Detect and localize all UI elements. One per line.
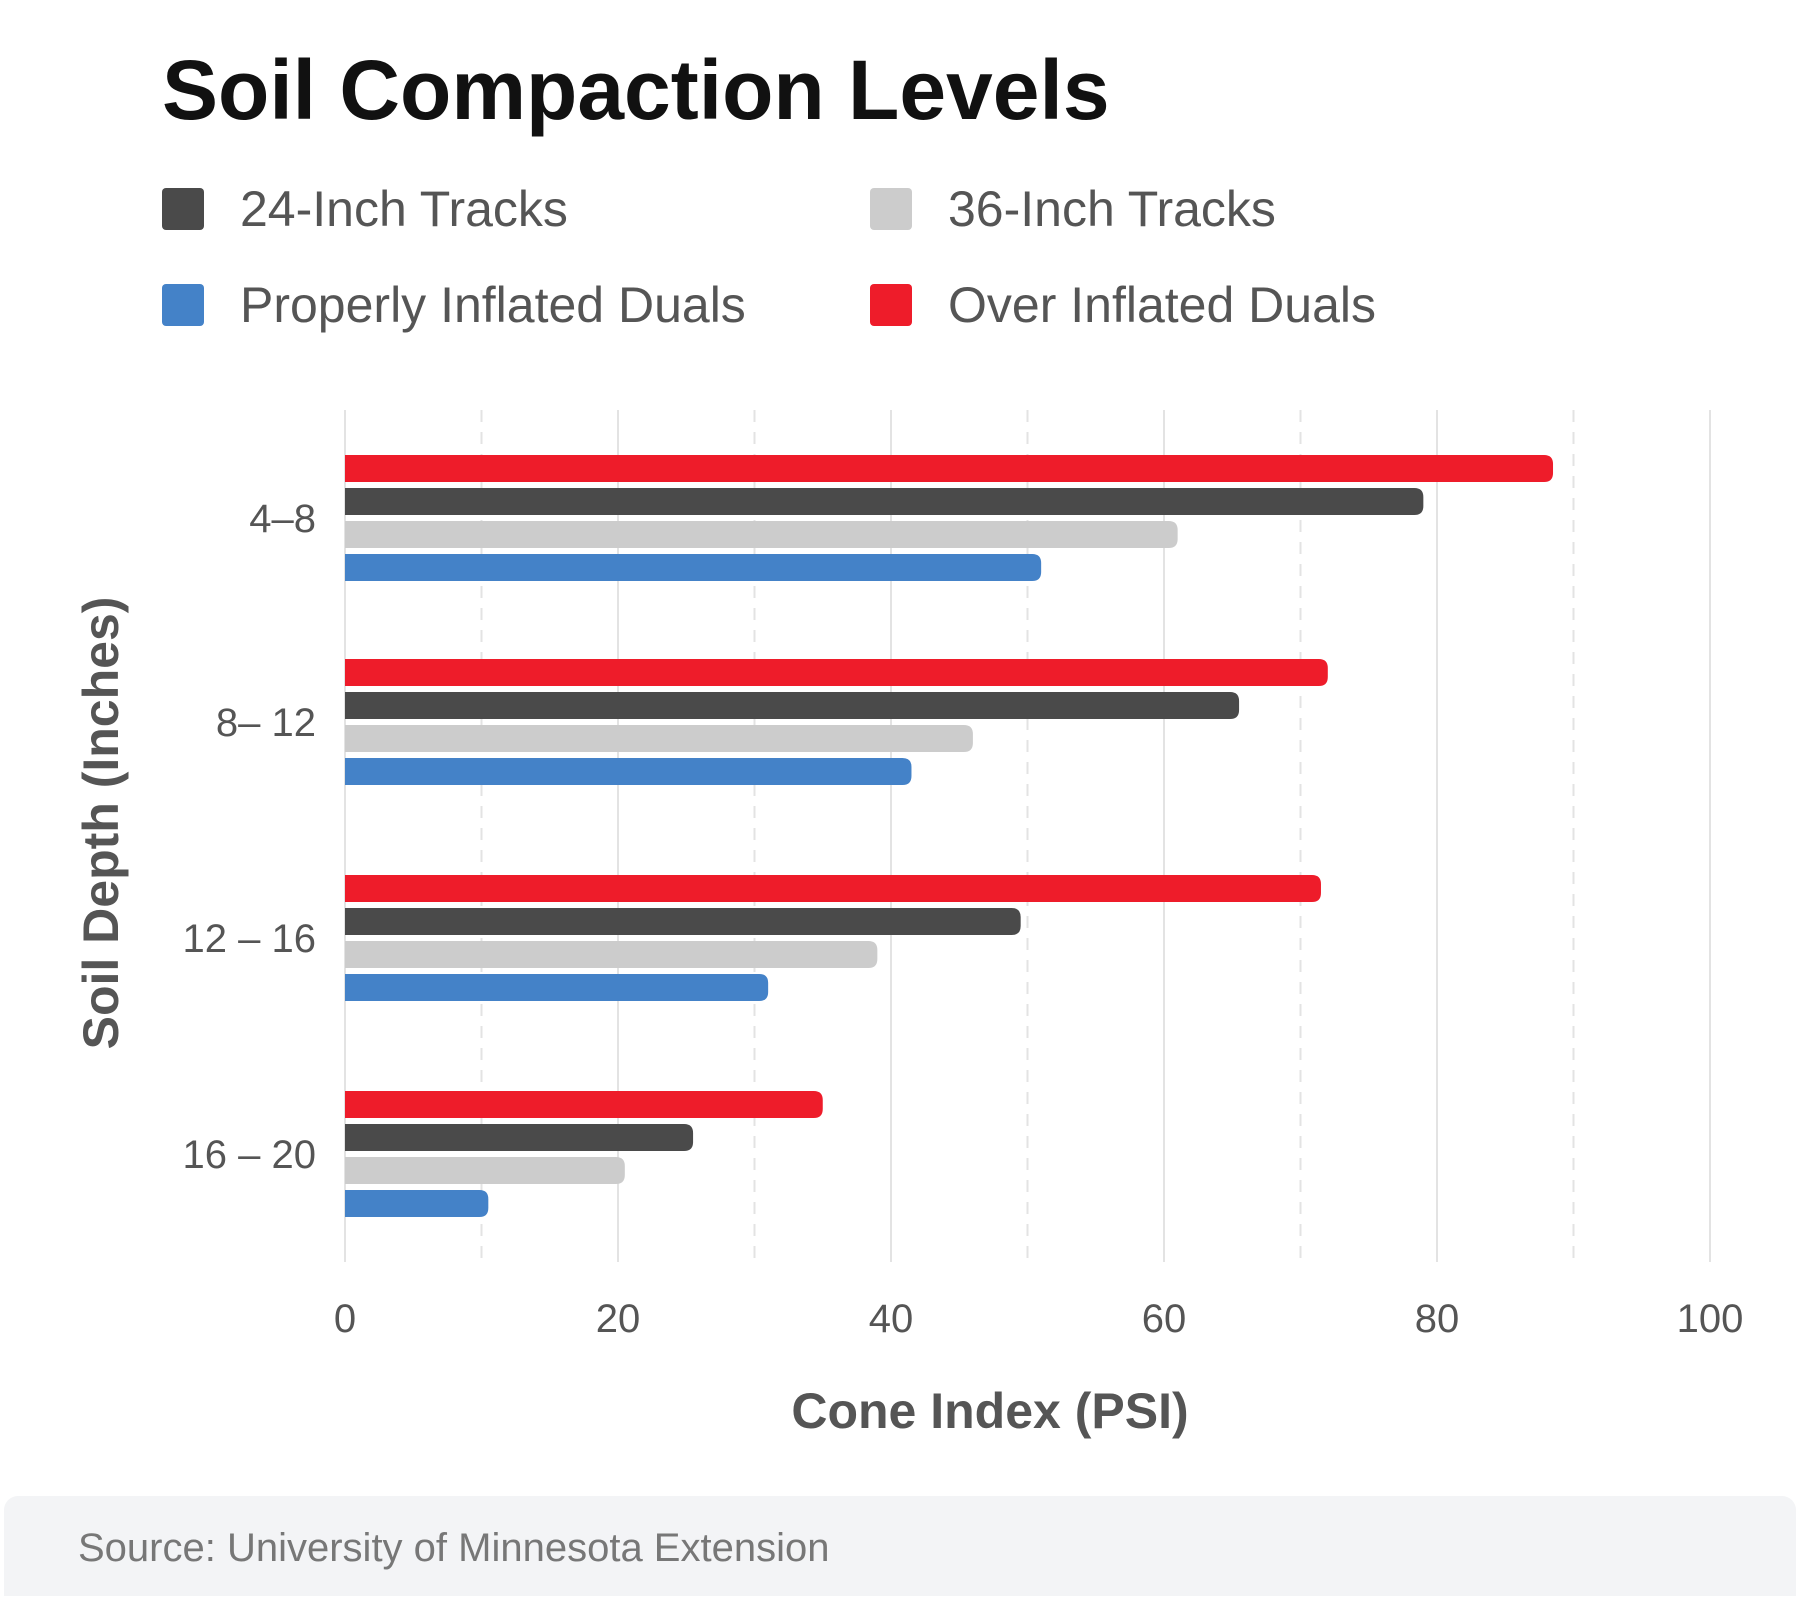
legend-item-over-inflated-duals: Over Inflated Duals xyxy=(870,280,1376,330)
legend-item-24-inch-tracks: 24-Inch Tracks xyxy=(162,184,568,234)
legend-label: Properly Inflated Duals xyxy=(240,277,746,333)
x-tick-label: 80 xyxy=(1415,1297,1460,1341)
x-tick-labels: 0 20 40 60 80 100 xyxy=(334,1297,1744,1341)
y-tick-label: 12 – 16 xyxy=(183,917,316,961)
legend-label: 24-Inch Tracks xyxy=(240,181,568,237)
x-tick-label: 0 xyxy=(334,1297,356,1341)
bar xyxy=(345,1091,823,1118)
y-tick-label: 16 – 20 xyxy=(183,1133,316,1177)
chart-title: Soil Compaction Levels xyxy=(162,43,1110,137)
bars xyxy=(345,455,1554,1217)
y-tick-labels: 4–8 8– 12 12 – 16 16 – 20 xyxy=(183,497,316,1177)
bar xyxy=(345,1124,694,1151)
y-tick-label: 4–8 xyxy=(249,497,316,541)
y-tick-label: 8– 12 xyxy=(216,701,316,745)
footer: Source: University of Minnesota Extensio… xyxy=(4,1496,1796,1596)
bar xyxy=(345,455,1554,482)
bar xyxy=(345,974,769,1001)
legend-swatch xyxy=(162,284,204,326)
legend-label: Over Inflated Duals xyxy=(948,277,1376,333)
bar xyxy=(345,488,1424,515)
x-tick-label: 20 xyxy=(596,1297,641,1341)
bar xyxy=(345,692,1240,719)
bar xyxy=(345,521,1178,548)
legend-swatch xyxy=(870,284,912,326)
bar xyxy=(345,1190,489,1217)
bar xyxy=(345,908,1021,935)
y-axis-label: Soil Depth (Inches) xyxy=(73,597,129,1050)
legend-label: 36-Inch Tracks xyxy=(948,181,1276,237)
x-axis-label: Cone Index (PSI) xyxy=(791,1383,1188,1439)
bar xyxy=(345,1157,625,1184)
grid-lines xyxy=(344,410,1711,1262)
legend-item-36-inch-tracks: 36-Inch Tracks xyxy=(870,184,1276,234)
x-tick-label: 100 xyxy=(1677,1297,1744,1341)
legend-swatch xyxy=(870,188,912,230)
legend-swatch xyxy=(162,188,204,230)
legend-item-properly-inflated-duals: Properly Inflated Duals xyxy=(162,280,746,330)
bar xyxy=(345,758,912,785)
source-text: Source: University of Minnesota Extensio… xyxy=(78,1526,830,1570)
x-tick-label: 60 xyxy=(1142,1297,1187,1341)
bar xyxy=(345,941,878,968)
x-tick-label: 40 xyxy=(869,1297,914,1341)
bar xyxy=(345,875,1321,902)
bar xyxy=(345,554,1042,581)
bar xyxy=(345,725,973,752)
bar xyxy=(345,659,1328,686)
